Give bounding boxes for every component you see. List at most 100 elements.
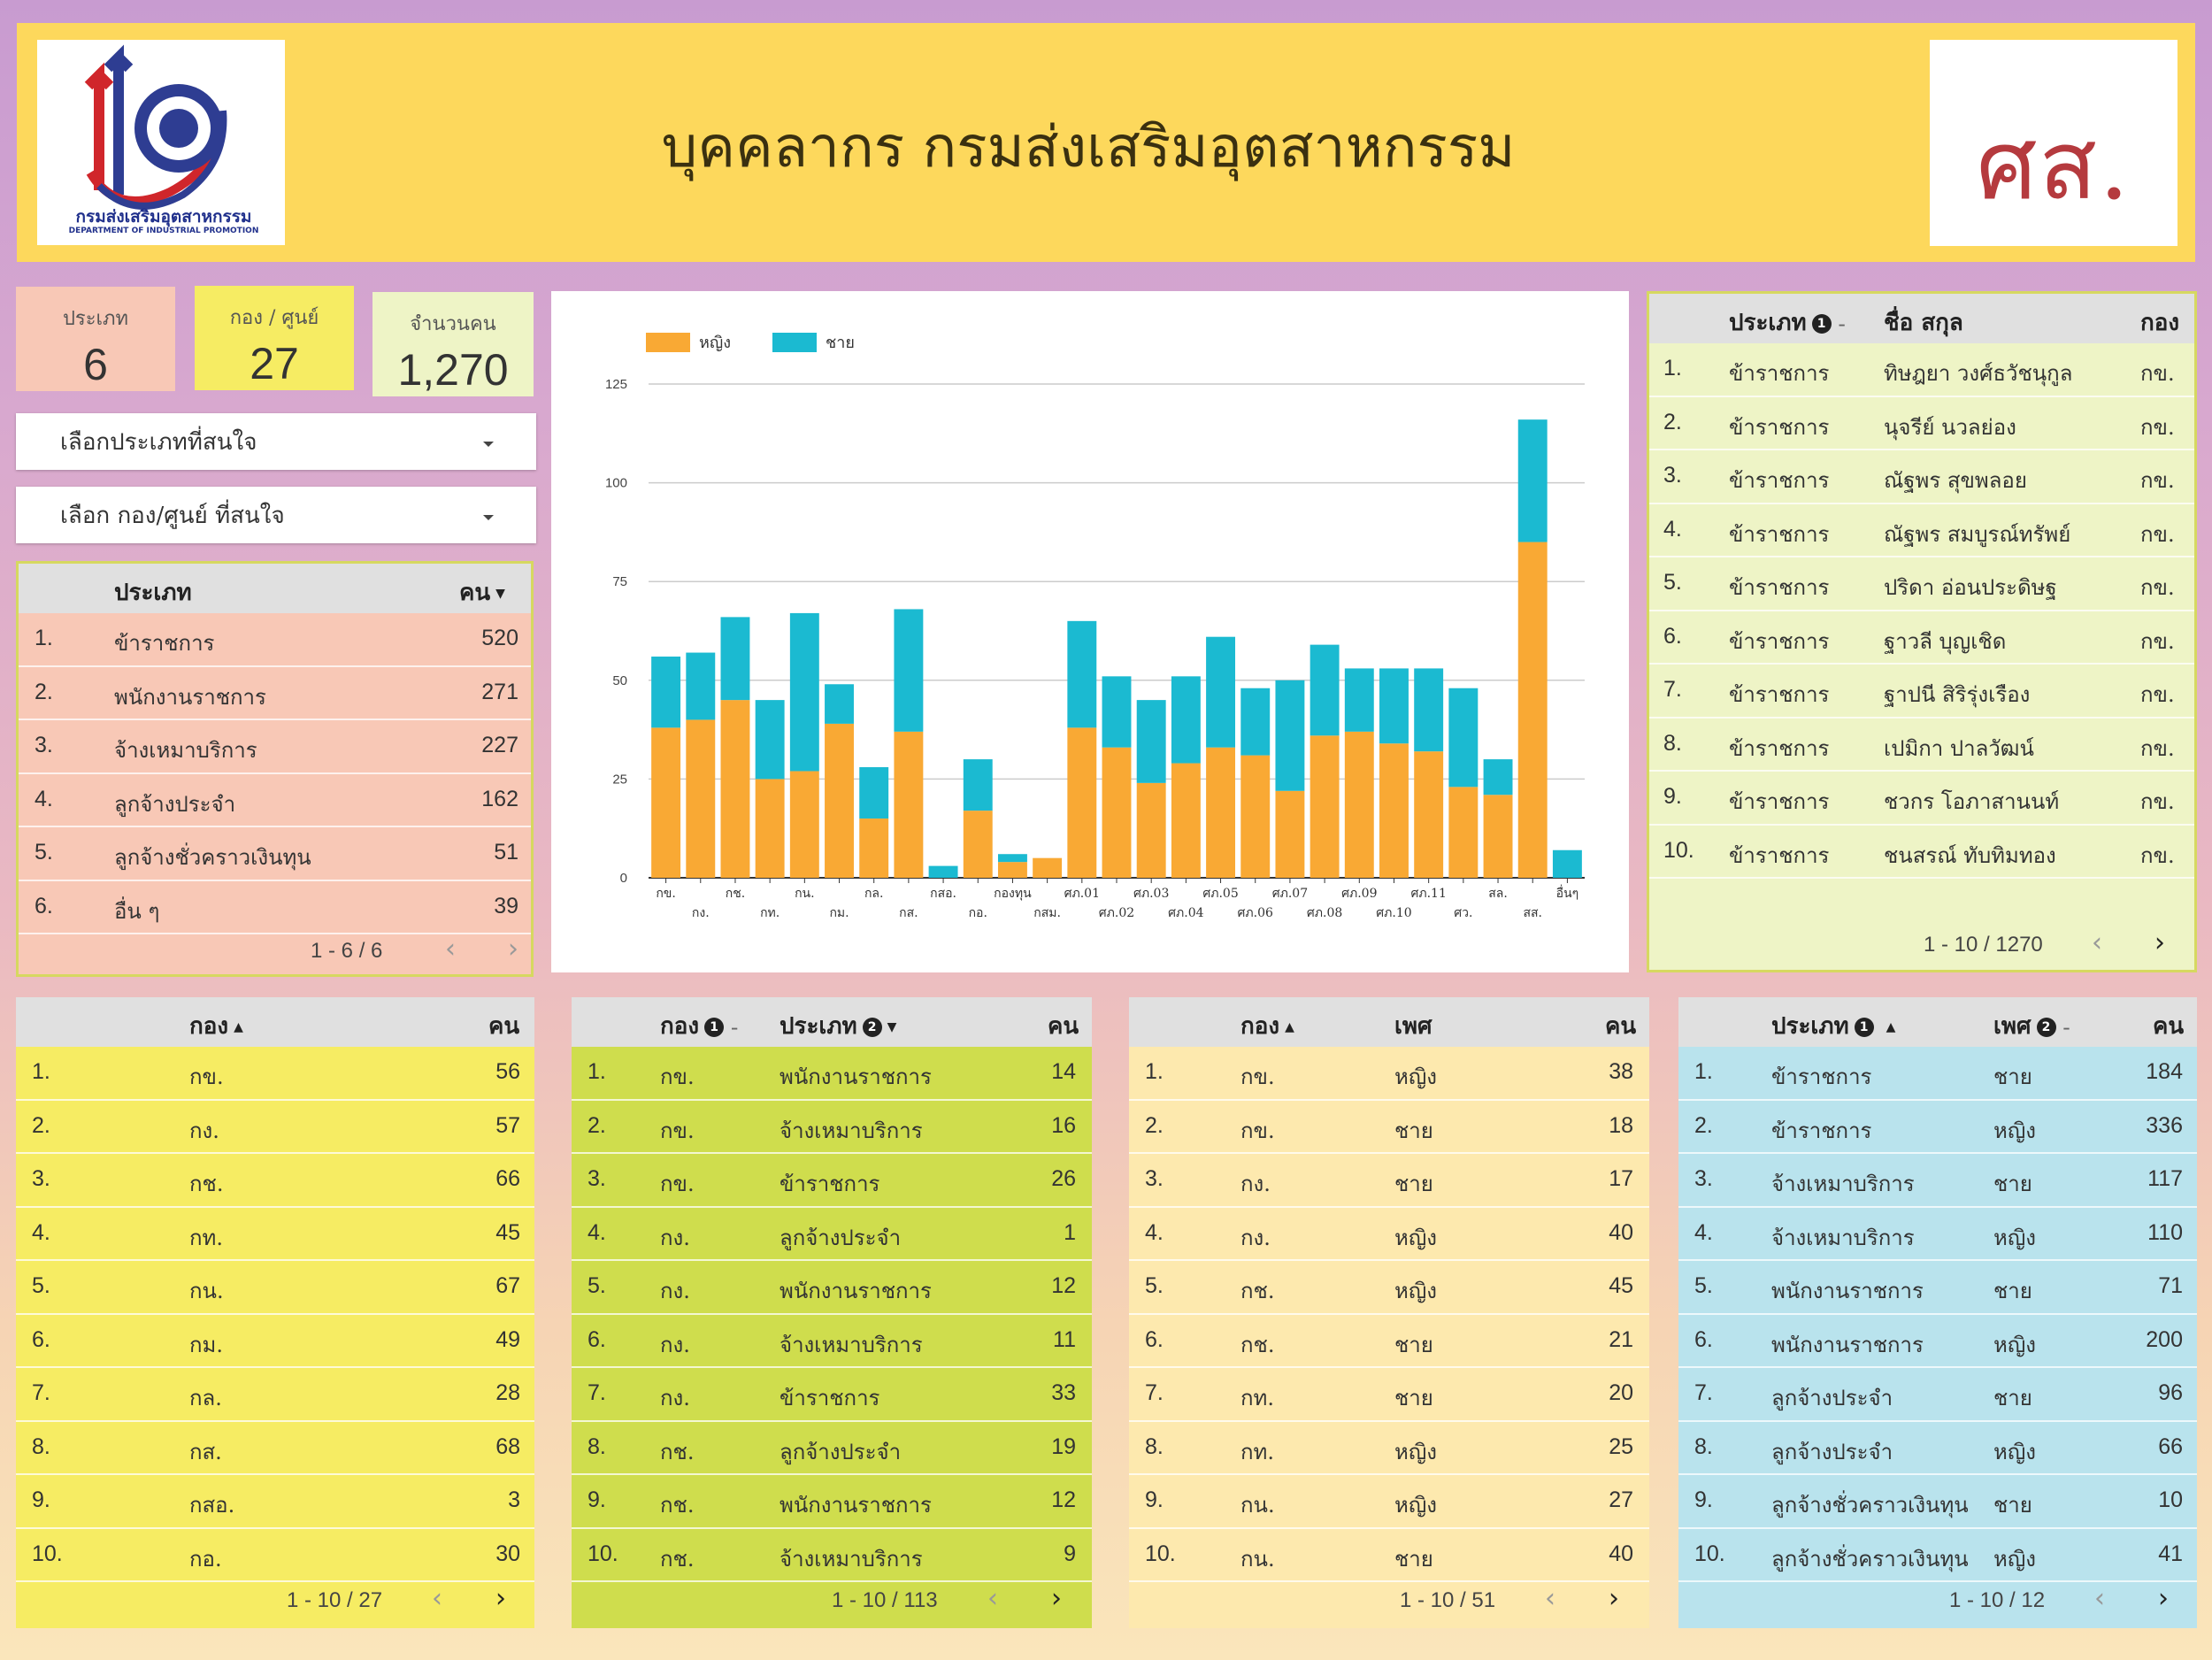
- row-name: ชวกร โอภาสานนท์: [1884, 789, 2060, 814]
- next-page-button[interactable]: ›: [2158, 1583, 2169, 1614]
- table-row[interactable]: 2. กข. จ้างเหมาบริการ 16: [572, 1101, 1092, 1154]
- x-tick-label: สส.: [1523, 906, 1542, 920]
- table-row[interactable]: 3. ข้าราชการ ณัฐพร สุขพลอย กข.: [1649, 450, 2194, 504]
- next-page-button[interactable]: ›: [495, 1583, 506, 1614]
- table-row[interactable]: 8. กส. 68: [16, 1422, 534, 1475]
- next-page-button[interactable]: ›: [2154, 927, 2165, 958]
- column-header-count[interactable]: คน ▼: [459, 574, 505, 611]
- table-row[interactable]: 4. กง. ลูกจ้างประจำ 1: [572, 1208, 1092, 1261]
- column-header-count[interactable]: คน: [2153, 1013, 2185, 1040]
- table-row[interactable]: 1. กข. หญิง 38: [1129, 1047, 1649, 1101]
- table-row[interactable]: 6. ข้าราชการ ฐาวลี บุญเชิด กข.: [1649, 611, 2194, 665]
- column-header-sex[interactable]: เพศ 2–: [1993, 1008, 2070, 1044]
- column-header-count[interactable]: คน: [1048, 1013, 1079, 1040]
- table-row[interactable]: 1. ข้าราชการ ทิษฎยา วงศ์ธวัชนุกูล กข.: [1649, 343, 2194, 397]
- previous-page-button[interactable]: ‹: [445, 934, 456, 964]
- table-row[interactable]: 1. กข. พนักงานราชการ 14: [572, 1047, 1092, 1101]
- next-page-button[interactable]: ›: [1609, 1583, 1619, 1614]
- table-row[interactable]: 4. ข้าราชการ ณัฐพร สมบูรณ์ทรัพย์ กข.: [1649, 504, 2194, 557]
- table-row[interactable]: 1. ข้าราชการ ชาย 184: [1678, 1047, 2197, 1101]
- table-row[interactable]: 4. กง. หญิง 40: [1129, 1208, 1649, 1261]
- table-row[interactable]: 2. ข้าราชการ นุจรีย์ นวลย่อง กข.: [1649, 397, 2194, 450]
- table-row[interactable]: 5. กง. พนักงานราชการ 12: [572, 1261, 1092, 1315]
- previous-page-button[interactable]: ‹: [2094, 1583, 2105, 1614]
- previous-page-button[interactable]: ‹: [432, 1583, 442, 1614]
- x-tick-label: กน.: [795, 887, 815, 901]
- table-row[interactable]: 6. พนักงานราชการ หญิง 200: [1678, 1315, 2197, 1368]
- table-row[interactable]: 2. พนักงานราชการ 271: [19, 667, 531, 720]
- table-row[interactable]: 10. กน. ชาย 40: [1129, 1529, 1649, 1582]
- table-row[interactable]: 6. กช. ชาย 21: [1129, 1315, 1649, 1368]
- table-row[interactable]: 9. กน. หญิง 27: [1129, 1475, 1649, 1529]
- row-type: จ้างเหมาบริการ: [780, 1332, 923, 1357]
- table-row[interactable]: 8. กท. หญิง 25: [1129, 1422, 1649, 1475]
- table-row[interactable]: 7. กล. 28: [16, 1368, 534, 1422]
- type-filter-dropdown[interactable]: เลือกประเภทที่สนใจ: [16, 413, 536, 470]
- column-header-division[interactable]: กอง: [2140, 310, 2180, 336]
- table-row[interactable]: 9. กช. พนักงานราชการ 12: [572, 1475, 1092, 1529]
- column-header-division[interactable]: กอง ▲: [1240, 1008, 1294, 1044]
- table-row[interactable]: 9. ลูกจ้างชั่วคราวเงินทุน ชาย 10: [1678, 1475, 2197, 1529]
- table-row[interactable]: 9. กสอ. 3: [16, 1475, 534, 1529]
- table-row[interactable]: 10. ข้าราชการ ชนสรณ์ ทับทิมทอง กข.: [1649, 826, 2194, 879]
- table-row[interactable]: 7. กง. ข้าราชการ 33: [572, 1368, 1092, 1422]
- column-header-count[interactable]: คน: [488, 1013, 520, 1040]
- row-division: กง.: [660, 1279, 690, 1303]
- table-row[interactable]: 6. กม. 49: [16, 1315, 534, 1368]
- table-row[interactable]: 8. ลูกจ้างประจำ หญิง 66: [1678, 1422, 2197, 1475]
- table-row[interactable]: 1. ข้าราชการ 520: [19, 613, 531, 667]
- table-row[interactable]: 8. กช. ลูกจ้างประจำ 19: [572, 1422, 1092, 1475]
- table-row[interactable]: 7. ลูกจ้างประจำ ชาย 96: [1678, 1368, 2197, 1422]
- bar-segment: [963, 759, 993, 811]
- column-header-division[interactable]: กอง 1–: [660, 1008, 738, 1044]
- table-row[interactable]: 10. กช. จ้างเหมาบริการ 9: [572, 1529, 1092, 1582]
- column-header-name[interactable]: ชื่อ สกุล: [1884, 310, 1963, 336]
- previous-page-button[interactable]: ‹: [1545, 1583, 1555, 1614]
- table-row[interactable]: 10. กอ. 30: [16, 1529, 534, 1582]
- table-row[interactable]: 9. ข้าราชการ ชวกร โอภาสานนท์ กข.: [1649, 772, 2194, 826]
- column-header-type[interactable]: ประเภท 1–: [1729, 304, 1846, 341]
- row-sex: ชาย: [1394, 1172, 1433, 1196]
- table-row[interactable]: 2. ข้าราชการ หญิง 336: [1678, 1101, 2197, 1154]
- bar-segment: [825, 684, 854, 724]
- pagination-label: 1 - 10 / 1270: [1924, 933, 2043, 957]
- table-row[interactable]: 3. จ้างเหมาบริการ ชาย 117: [1678, 1154, 2197, 1208]
- table-row[interactable]: 6. อื่น ๆ 39: [19, 881, 531, 934]
- table-row[interactable]: 5. กน. 67: [16, 1261, 534, 1315]
- table-row[interactable]: 10. ลูกจ้างชั่วคราวเงินทุน หญิง 41: [1678, 1529, 2197, 1582]
- page-title: บุคคลากร กรมส่งเสริมอุตสาหกรรม: [661, 115, 1516, 181]
- row-type: จ้างเหมาบริการ: [1771, 1225, 1915, 1250]
- next-page-button[interactable]: ›: [1051, 1583, 1062, 1614]
- previous-page-button[interactable]: ‹: [987, 1583, 998, 1614]
- table-row[interactable]: 5. กช. หญิง 45: [1129, 1261, 1649, 1315]
- row-count: 14: [1051, 1059, 1076, 1084]
- table-row[interactable]: 7. กท. ชาย 20: [1129, 1368, 1649, 1422]
- table-row[interactable]: 3. กช. 66: [16, 1154, 534, 1208]
- table-row[interactable]: 5. ข้าราชการ ปริดา อ่อนประดิษฐ กข.: [1649, 557, 2194, 611]
- table-row[interactable]: 7. ข้าราชการ ฐาปนี สิริรุ่งเรือง กข.: [1649, 665, 2194, 719]
- column-header-type[interactable]: ประเภท: [114, 580, 192, 606]
- table-row[interactable]: 3. กข. ข้าราชการ 26: [572, 1154, 1092, 1208]
- column-header-type[interactable]: ประเภท 2 ▼: [780, 1008, 896, 1044]
- table-row[interactable]: 2. กง. 57: [16, 1101, 534, 1154]
- column-header-count[interactable]: คน: [1605, 1013, 1637, 1040]
- table-row[interactable]: 4. กท. 45: [16, 1208, 534, 1261]
- next-page-button[interactable]: ›: [508, 934, 518, 964]
- table-header: ประเภท คน ▼: [19, 564, 531, 613]
- table-row[interactable]: 4. จ้างเหมาบริการ หญิง 110: [1678, 1208, 2197, 1261]
- previous-page-button[interactable]: ‹: [2092, 927, 2102, 958]
- table-row[interactable]: 6. กง. จ้างเหมาบริการ 11: [572, 1315, 1092, 1368]
- row-type: จ้างเหมาบริการ: [780, 1546, 923, 1572]
- column-header-division[interactable]: กอง ▲: [189, 1008, 243, 1044]
- table-row[interactable]: 3. กง. ชาย 17: [1129, 1154, 1649, 1208]
- column-header-sex[interactable]: เพศ: [1394, 1013, 1432, 1040]
- table-row[interactable]: 5. พนักงานราชการ ชาย 71: [1678, 1261, 2197, 1315]
- table-row[interactable]: 8. ข้าราชการ เปมิกา ปาลวัฒน์ กข.: [1649, 719, 2194, 772]
- column-header-type[interactable]: ประเภท 1 ▲: [1771, 1008, 1895, 1044]
- division-filter-dropdown[interactable]: เลือก กอง/ศูนย์ ที่สนใจ: [16, 487, 536, 543]
- table-row[interactable]: 3. จ้างเหมาบริการ 227: [19, 720, 531, 774]
- table-row[interactable]: 5. ลูกจ้างชั่วคราวเงินทุน 51: [19, 827, 531, 881]
- table-row[interactable]: 1. กข. 56: [16, 1047, 534, 1101]
- table-row[interactable]: 2. กข. ชาย 18: [1129, 1101, 1649, 1154]
- table-row[interactable]: 4. ลูกจ้างประจำ 162: [19, 774, 531, 827]
